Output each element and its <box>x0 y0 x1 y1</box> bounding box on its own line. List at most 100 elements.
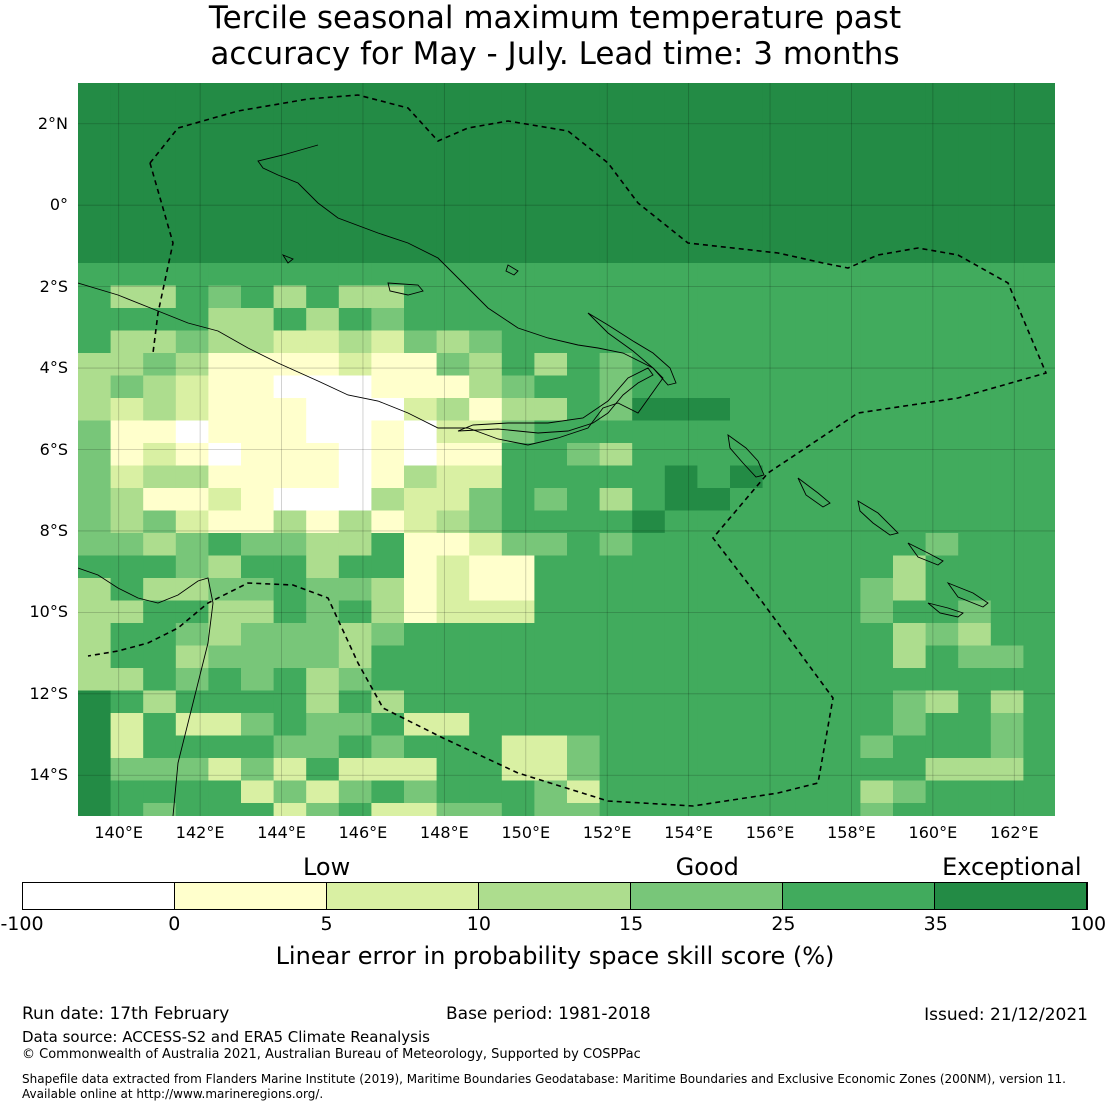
skill-cell <box>371 555 405 579</box>
skill-cell <box>958 218 992 242</box>
skill-cell <box>436 803 470 816</box>
skill-cell <box>469 83 503 107</box>
skill-cell <box>404 803 438 816</box>
skill-cell <box>925 465 959 489</box>
longitude-label: 150°E <box>501 823 551 842</box>
skill-cell <box>893 578 927 602</box>
skill-cell <box>241 600 275 624</box>
skill-cell <box>175 735 209 759</box>
skill-cell <box>78 780 112 804</box>
skill-cell <box>567 533 601 557</box>
skill-cell <box>208 803 242 816</box>
skill-cell <box>827 803 861 816</box>
skill-cell <box>404 330 438 354</box>
skill-cell <box>567 488 601 512</box>
skill-cell <box>893 330 927 354</box>
skill-cell <box>1023 105 1055 129</box>
skill-cell <box>469 128 503 152</box>
skill-cell <box>436 308 470 332</box>
skill-cell <box>338 803 372 816</box>
skill-cell <box>273 285 307 309</box>
skill-cell <box>404 420 438 444</box>
skill-cell <box>632 735 666 759</box>
skill-cell <box>469 735 503 759</box>
skill-cell <box>110 195 144 219</box>
skill-cell <box>795 533 829 557</box>
skill-cell <box>143 443 177 467</box>
skill-cell <box>599 218 633 242</box>
skill-cell <box>371 578 405 602</box>
skill-cell <box>175 600 209 624</box>
skill-cell <box>795 690 829 714</box>
skill-cell <box>990 375 1024 399</box>
skill-cell <box>1023 150 1055 174</box>
skill-cell <box>990 443 1024 467</box>
skill-cell <box>730 465 764 489</box>
skill-cell <box>78 420 112 444</box>
skill-cell <box>632 83 666 107</box>
skill-cell <box>893 240 927 264</box>
skill-cell <box>827 713 861 737</box>
skill-cell <box>241 758 275 782</box>
skill-cell <box>664 128 698 152</box>
skill-cell <box>436 510 470 534</box>
skill-cell <box>273 555 307 579</box>
skill-cell <box>697 308 731 332</box>
skill-cell <box>208 398 242 422</box>
skill-cell <box>567 510 601 534</box>
skill-cell <box>990 690 1024 714</box>
skill-cell <box>827 735 861 759</box>
skill-cell <box>599 623 633 647</box>
skill-cell <box>762 578 796 602</box>
skill-cell <box>436 555 470 579</box>
skill-cell <box>404 398 438 422</box>
skill-cell <box>404 510 438 534</box>
skill-cell <box>925 105 959 129</box>
longitude-label: 156°E <box>745 823 795 842</box>
skill-cell <box>143 128 177 152</box>
skill-cell <box>567 195 601 219</box>
skill-cell <box>175 758 209 782</box>
skill-cell <box>664 623 698 647</box>
skill-cell <box>893 443 927 467</box>
skill-cell <box>730 420 764 444</box>
skill-cell <box>78 83 112 107</box>
skill-cell <box>958 668 992 692</box>
skill-cell <box>273 488 307 512</box>
skill-cell <box>990 735 1024 759</box>
skill-cell <box>730 645 764 669</box>
skill-cell <box>175 488 209 512</box>
skill-cell <box>338 285 372 309</box>
skill-cell <box>632 173 666 197</box>
skill-cell <box>469 218 503 242</box>
skill-cell <box>664 420 698 444</box>
skill-cell <box>893 668 927 692</box>
skill-cell <box>273 510 307 534</box>
skill-cell <box>306 780 340 804</box>
skill-cell <box>534 173 568 197</box>
skill-cell <box>1023 803 1055 816</box>
skill-cell <box>371 353 405 377</box>
skill-cell <box>860 240 894 264</box>
skill-cell <box>827 150 861 174</box>
skill-cell <box>78 263 112 287</box>
skill-cell <box>208 488 242 512</box>
skill-cell <box>567 285 601 309</box>
skill-cell <box>990 83 1024 107</box>
skill-cell <box>208 150 242 174</box>
skill-cell <box>469 803 503 816</box>
skill-cell <box>697 668 731 692</box>
skill-cell <box>338 713 372 737</box>
skill-cell <box>958 285 992 309</box>
skill-cell <box>990 668 1024 692</box>
skill-cell <box>208 173 242 197</box>
skill-cell <box>501 735 535 759</box>
skill-cell <box>273 150 307 174</box>
skill-cell <box>371 263 405 287</box>
skill-cell <box>664 240 698 264</box>
skill-cell <box>958 645 992 669</box>
skill-cell <box>827 195 861 219</box>
skill-cell <box>175 533 209 557</box>
skill-cell <box>730 780 764 804</box>
skill-cell <box>371 488 405 512</box>
